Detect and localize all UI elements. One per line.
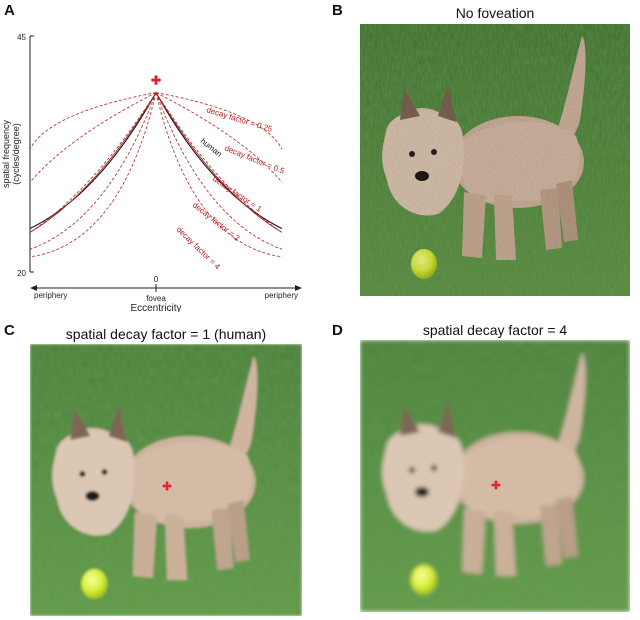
panel-b-title: No foveation [455,5,535,21]
curve-human-fit-right [155,92,283,233]
curve-human-fit-left [29,92,157,233]
curve-label-4: decay factor = 4 [175,225,223,272]
chart-series-group [29,92,283,258]
curve-decay-factor-1-left [29,92,157,233]
x-left-label: periphery [34,291,67,300]
x-axis-left-arrow [30,285,37,291]
panel-letter-c: C [4,322,15,339]
x-center-label-fovea: fovea [146,294,166,303]
panel-letter-a: A [4,2,15,19]
decay-factor-chart: 45 20 spatial frequency (cycles/degree) … [1,33,302,312]
curve-decay-factor-4-left [29,92,157,258]
fovea-peak-marker [151,75,161,85]
curve-label-0-25: decay factor = 0.25 [205,105,273,134]
curve-human-right [155,92,283,230]
curve-decay-factor-2-right [155,92,283,250]
y-tick-label-20: 20 [17,269,26,278]
curve-decay-factor-0-5-left [29,92,157,183]
curve-label-2: decay factor = 2 [191,200,242,243]
x-axis-right-arrow [295,285,302,291]
panel-c-title: spatial decay factor = 1 (human) [65,326,267,342]
x-right-label: periphery [265,291,298,300]
curve-decay-factor-4-right [155,92,283,258]
photo-decay-factor-4 [360,340,630,612]
y-tick-label-45: 45 [17,33,26,42]
dog-image-blur-mild [30,344,302,616]
photo-no-foveation [360,24,630,296]
x-axis-label: Eccentricity [130,303,181,312]
dog-image-sharp [360,24,630,296]
curve-label-0-5: decay factor = 0.5 [223,144,286,176]
curve-label-human: human [199,136,224,158]
panel-letter-d: D [332,322,343,339]
curve-decay-factor-0-25-right [155,92,283,150]
curve-decay-factor-2-left [29,92,157,250]
curve-decay-factor-1-right [155,92,283,233]
photo-decay-factor-1 [30,344,302,616]
curve-decay-factor-0-5-right [155,92,283,183]
curve-label-1: decay factor = 1 [211,174,264,214]
panel-letter-b: B [332,2,343,19]
x-center-label-zero: 0 [154,275,159,284]
curve-decay-factor-0-25-left [29,92,157,150]
dog-image-blur-strong [360,340,630,612]
panel-d-title: spatial decay factor = 4 [422,322,568,338]
y-axis-label-line1: spatial frequency [1,119,11,188]
curve-human-left [29,92,157,230]
y-axis-label-line2: (cycles/degree) [11,123,21,185]
